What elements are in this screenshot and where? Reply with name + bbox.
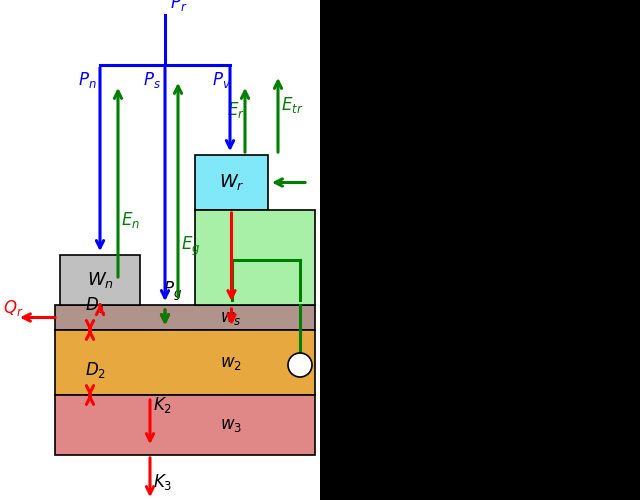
Text: $P_g$: $P_g$: [163, 280, 182, 303]
Text: $w_2$: $w_2$: [220, 354, 242, 372]
Text: $d_2$: $d_2$: [323, 352, 342, 373]
Text: $P_r$: $P_r$: [170, 0, 188, 13]
Text: $d_s$: $d_s$: [323, 307, 341, 328]
Bar: [55, 395, 315, 455]
Text: $K_3$: $K_3$: [153, 472, 172, 492]
Text: $Q_r$: $Q_r$: [3, 298, 24, 318]
Bar: [55, 330, 315, 395]
Bar: [195, 155, 268, 210]
Text: $W_n$: $W_n$: [86, 270, 113, 290]
Bar: [55, 305, 315, 330]
Text: $w_s$: $w_s$: [220, 309, 241, 327]
Text: $P_s$: $P_s$: [143, 70, 161, 90]
Text: $D_2$: $D_2$: [85, 360, 106, 380]
Circle shape: [288, 353, 312, 377]
Bar: [60, 255, 140, 305]
Text: $D_1$: $D_1$: [85, 295, 106, 315]
Text: $K_2$: $K_2$: [153, 395, 172, 415]
Bar: [320, 0, 640, 500]
Text: $d_3$: $d_3$: [323, 414, 342, 436]
Bar: [195, 210, 315, 305]
Text: $W_r$: $W_r$: [219, 172, 244, 193]
Text: $P_n$: $P_n$: [78, 70, 97, 90]
Text: $E_n$: $E_n$: [121, 210, 140, 230]
Text: $w_3$: $w_3$: [220, 416, 242, 434]
Text: $E_r$: $E_r$: [227, 100, 245, 120]
Text: $E_g$: $E_g$: [181, 235, 200, 258]
Text: $E_{tr}$: $E_{tr}$: [281, 95, 303, 115]
Text: $P_v$: $P_v$: [212, 70, 231, 90]
